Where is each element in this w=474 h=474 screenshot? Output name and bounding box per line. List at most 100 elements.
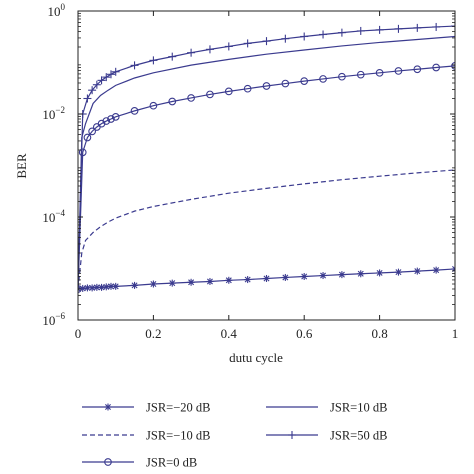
data-point <box>413 23 422 32</box>
legend-marker <box>288 431 296 439</box>
data-point <box>376 269 384 277</box>
data-point <box>187 94 195 102</box>
legend: JSR=−20 dB JSR=10 dB JSR=−10 dB JSR=50 dB JS… <box>82 401 387 470</box>
series-line <box>78 65 455 290</box>
data-point <box>394 67 403 75</box>
data-point <box>244 276 252 284</box>
data-point <box>83 133 92 142</box>
legend-marker <box>104 458 112 466</box>
data-point <box>281 273 289 281</box>
data-point <box>224 42 233 51</box>
series-1 <box>78 265 455 293</box>
data-point <box>319 75 327 83</box>
legend-entry: JSR=50 dB <box>266 429 387 443</box>
data-point <box>263 274 270 282</box>
legend-label: JSR=50 dB <box>330 429 387 443</box>
data-point <box>375 68 384 77</box>
legend-entry: JSR=−10 dB <box>82 429 210 443</box>
data-point <box>281 34 290 43</box>
data-point <box>102 73 111 82</box>
data-point <box>337 28 346 37</box>
legend-label: JSR=−10 dB <box>146 429 210 443</box>
legend-label: JSR=−20 dB <box>146 401 210 415</box>
data-point <box>451 22 455 31</box>
y-tick-label: 100 <box>48 2 66 19</box>
data-point <box>432 22 441 31</box>
data-point <box>88 284 96 292</box>
data-point <box>131 281 139 289</box>
x-tick-label: 0.2 <box>145 326 161 341</box>
axes: 0 0.2 0.4 0.6 0.8 1 10−6 10−4 10−2 100 <box>42 2 458 341</box>
data-point <box>205 45 214 54</box>
plot-frame <box>77 10 456 321</box>
series-line <box>78 35 455 290</box>
data-point <box>206 277 214 285</box>
data-point <box>206 90 214 99</box>
data-point <box>168 279 176 287</box>
data-point <box>281 79 290 88</box>
x-tick-label: 0 <box>75 326 82 341</box>
data-point <box>394 268 402 276</box>
data-point <box>168 52 177 61</box>
legend-entry: JSR=0 dB <box>82 456 197 470</box>
data-point <box>300 272 308 280</box>
series-3 <box>78 62 455 293</box>
x-tick-label: 0.4 <box>221 326 238 341</box>
data-point <box>375 25 384 34</box>
data-point <box>357 270 365 278</box>
data-point <box>111 67 120 76</box>
data-point <box>300 32 309 41</box>
x-tick-label: 0.8 <box>371 326 387 341</box>
data-point <box>168 97 177 106</box>
y-tick-label: 10−2 <box>42 105 65 122</box>
data-point <box>187 278 195 286</box>
data-point <box>451 62 455 70</box>
data-point <box>130 61 139 70</box>
data-point <box>102 117 111 125</box>
data-point <box>88 86 97 95</box>
data-point <box>432 63 441 72</box>
data-point <box>394 24 403 33</box>
data-point <box>149 56 158 65</box>
data-point <box>356 26 365 35</box>
data-point <box>187 48 196 57</box>
data-point <box>413 65 422 74</box>
legend-label: JSR=0 dB <box>146 456 197 470</box>
series-2 <box>78 169 455 290</box>
data-point <box>78 148 87 157</box>
data-point <box>88 127 96 136</box>
data-point <box>92 80 101 89</box>
data-point <box>338 271 346 279</box>
data-point <box>319 30 328 39</box>
data-point <box>83 284 91 292</box>
x-tick-label: 0.6 <box>296 326 313 341</box>
data-point <box>262 82 271 90</box>
legend-entry: JSR=10 dB <box>266 401 387 415</box>
legend-marker <box>104 403 112 411</box>
data-point <box>243 39 252 48</box>
data-point <box>338 72 346 81</box>
legend-label: JSR=10 dB <box>330 401 387 415</box>
y-axis-label: BER <box>14 153 29 179</box>
data-point <box>149 101 158 110</box>
data-point <box>356 70 365 79</box>
data-point <box>432 266 440 274</box>
data-point <box>225 276 233 284</box>
data-point <box>111 113 120 121</box>
data-point <box>106 70 115 79</box>
y-tick-label: 10−4 <box>42 208 65 225</box>
series-5 <box>78 22 455 293</box>
y-tick-label: 10−6 <box>42 311 65 328</box>
data-point <box>243 84 252 93</box>
data-point <box>130 107 139 115</box>
data-point <box>83 94 92 103</box>
series-line <box>78 169 455 290</box>
data-point <box>262 37 271 46</box>
data-point <box>112 282 120 290</box>
data-point <box>97 76 106 85</box>
plot-area <box>78 22 455 293</box>
x-tick-label: 1 <box>452 326 459 341</box>
data-point <box>224 87 233 96</box>
data-point <box>300 77 309 85</box>
